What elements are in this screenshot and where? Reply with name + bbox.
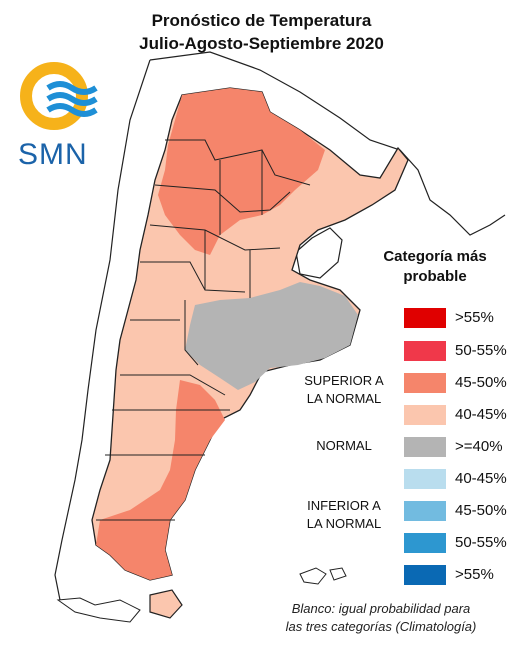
legend-swatch-6 <box>404 469 446 489</box>
legend-group-normal: NORMAL <box>316 438 372 453</box>
legend-label-3: 45-50% <box>455 374 507 391</box>
legend-swatch-3 <box>404 373 446 393</box>
legend-swatch-5 <box>404 437 446 457</box>
region-superior-45-50-south <box>96 380 225 580</box>
legend-label-6: 40-45% <box>455 470 507 487</box>
smn-logo-text: SMN <box>18 138 88 171</box>
legend-title: Categoría más <box>383 248 487 265</box>
legend-group-superior-2: LA NORMAL <box>306 391 382 406</box>
legend-group-superior: SUPERIOR A <box>304 373 384 388</box>
legend-label-1: >55% <box>455 309 494 326</box>
footnote: Blanco: igual probabilidad para las tres… <box>246 600 516 636</box>
legend-swatch-4 <box>404 405 446 425</box>
footnote-line-2: las tres categorías (Climatología) <box>285 619 477 634</box>
footnote-line-1: Blanco: igual probabilidad para <box>291 601 471 616</box>
legend-group-inferior-2: LA NORMAL <box>306 516 382 531</box>
region-superior-45-50-north <box>158 88 325 255</box>
smn-logo <box>20 62 98 130</box>
legend-title-2: probable <box>403 268 467 285</box>
malvinas-islands <box>299 567 347 585</box>
legend-label-5: >=40% <box>455 438 503 455</box>
map-subtitle: Julio-Agosto-Septiembre 2020 <box>139 34 384 53</box>
map-title: Pronóstico de Temperatura <box>151 11 372 30</box>
chile-islands <box>56 597 141 623</box>
legend-swatch-7 <box>404 501 446 521</box>
legend-swatch-8 <box>404 533 446 553</box>
legend-group-inferior: INFERIOR A <box>307 498 381 513</box>
legend-label-7: 45-50% <box>455 502 507 519</box>
legend-swatch-2 <box>404 341 446 361</box>
province-borders <box>96 139 311 521</box>
tierra-del-fuego <box>149 589 183 619</box>
legend-label-2: 50-55% <box>455 342 507 359</box>
legend-label-8: 50-55% <box>455 534 507 551</box>
legend-label-9: >55% <box>455 566 494 583</box>
region-normal <box>185 282 358 390</box>
legend-swatch-9 <box>404 565 446 585</box>
uruguay-outline <box>295 227 343 279</box>
legend-label-4: 40-45% <box>455 406 507 423</box>
legend-swatch-1 <box>404 308 446 328</box>
